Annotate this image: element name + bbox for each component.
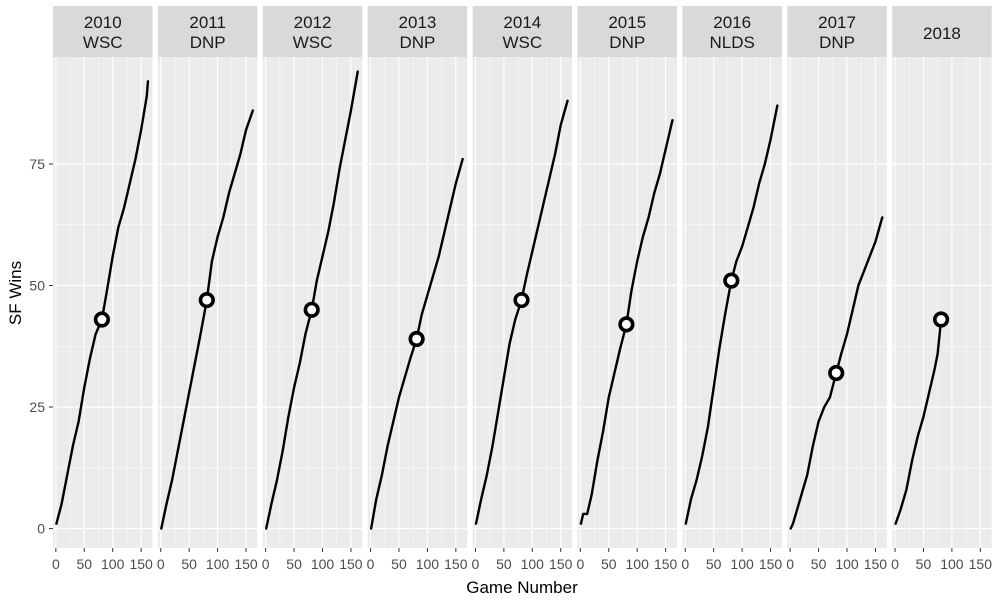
facet-result-label: DNP xyxy=(819,33,855,52)
facet-year-label: 2012 xyxy=(294,13,332,32)
facet-strip xyxy=(892,6,992,57)
y-tick-label: 0 xyxy=(37,521,45,537)
midseason-marker xyxy=(303,301,320,318)
facet-strip xyxy=(787,6,887,57)
midseason-marker xyxy=(198,291,215,309)
facet-result-label: DNP xyxy=(399,33,435,52)
x-tick-label: 0 xyxy=(472,556,480,572)
wins-line xyxy=(894,318,943,525)
facet-result-label: WSC xyxy=(83,33,123,52)
x-tick-label: 100 xyxy=(940,556,964,572)
midseason-marker xyxy=(93,311,110,328)
x-tick-label: 0 xyxy=(786,556,794,572)
x-tick-label: 50 xyxy=(706,556,722,572)
facet-strip xyxy=(682,6,782,57)
x-tick-label: 50 xyxy=(496,556,512,572)
x-tick-label: 50 xyxy=(601,556,617,572)
x-tick-label: 100 xyxy=(416,556,440,572)
x-tick-label: 150 xyxy=(549,556,573,572)
x-tick-label: 100 xyxy=(206,556,230,572)
x-tick-label: 0 xyxy=(367,556,375,572)
facet-strip xyxy=(157,6,258,57)
y-tick-label: 25 xyxy=(29,399,45,415)
x-tick-label: 50 xyxy=(181,556,197,572)
midseason-marker xyxy=(932,311,950,328)
x-tick-label: 100 xyxy=(311,556,335,572)
midseason-marker xyxy=(828,364,845,382)
facet-result-label: WSC xyxy=(293,33,333,52)
facet-result-label: NLDS xyxy=(709,33,754,52)
x-tick-label: 0 xyxy=(157,556,165,572)
x-tick-label: 0 xyxy=(891,556,899,572)
facet-panel-2018: 2018 0 50 100 150 xyxy=(891,6,992,572)
x-tick-label: 0 xyxy=(262,556,270,572)
facet-year-label: 2018 xyxy=(923,24,961,43)
facet-year-label: 2010 xyxy=(84,13,122,32)
x-tick-label: 150 xyxy=(444,556,468,572)
facet-year-label: 2011 xyxy=(189,13,226,32)
x-axis-title: Game Number xyxy=(466,578,578,597)
facet-strip xyxy=(367,6,468,57)
x-tick-label: 150 xyxy=(129,556,153,572)
x-tick-label: 100 xyxy=(835,556,859,572)
x-tick-label: 0 xyxy=(681,556,689,572)
x-tick-label: 0 xyxy=(52,556,60,572)
x-tick-label: 0 xyxy=(576,556,584,572)
wins-line xyxy=(55,80,150,525)
midseason-marker xyxy=(723,272,740,289)
midseason-marker xyxy=(513,291,530,309)
facet-result-label: DNP xyxy=(190,33,226,52)
wins-line xyxy=(579,118,674,525)
facet-result-label: WSC xyxy=(503,33,543,52)
facet-strip xyxy=(262,6,363,57)
x-tick-label: 100 xyxy=(521,556,545,572)
x-tick-label: 150 xyxy=(969,556,993,572)
x-tick-label: 50 xyxy=(391,556,407,572)
x-tick-label: 100 xyxy=(101,556,125,572)
facet-year-label: 2014 xyxy=(503,13,541,32)
wins-line xyxy=(789,216,884,530)
facet-result-label: DNP xyxy=(609,33,645,52)
midseason-marker xyxy=(408,330,425,348)
x-tick-label: 150 xyxy=(339,556,363,572)
x-tick-label: 100 xyxy=(730,556,754,572)
x-tick-label: 50 xyxy=(811,556,827,572)
facet-strip xyxy=(577,6,677,57)
facet-strip xyxy=(53,6,153,57)
x-tick-label: 100 xyxy=(626,556,650,572)
facet-strip xyxy=(472,6,573,57)
x-tick-label: 50 xyxy=(76,556,92,572)
panel-background xyxy=(787,57,887,548)
x-tick-label: 150 xyxy=(234,556,258,572)
y-tick-label: 75 xyxy=(29,156,45,172)
panel-background xyxy=(577,57,677,548)
midseason-marker xyxy=(618,316,635,333)
facet-year-label: 2013 xyxy=(399,13,437,32)
x-tick-label: 50 xyxy=(916,556,932,572)
y-axis-title: SF Wins xyxy=(6,261,25,325)
x-tick-label: 150 xyxy=(654,556,678,572)
facet-year-label: 2017 xyxy=(818,13,856,32)
x-tick-label: 150 xyxy=(864,556,888,572)
x-tick-label: 50 xyxy=(286,556,302,572)
panel-background xyxy=(892,57,992,548)
y-tick-label: 50 xyxy=(29,277,45,293)
x-tick-label: 150 xyxy=(759,556,783,572)
facet-year-label: 2015 xyxy=(608,13,646,32)
facet-year-label: 2016 xyxy=(713,13,751,32)
